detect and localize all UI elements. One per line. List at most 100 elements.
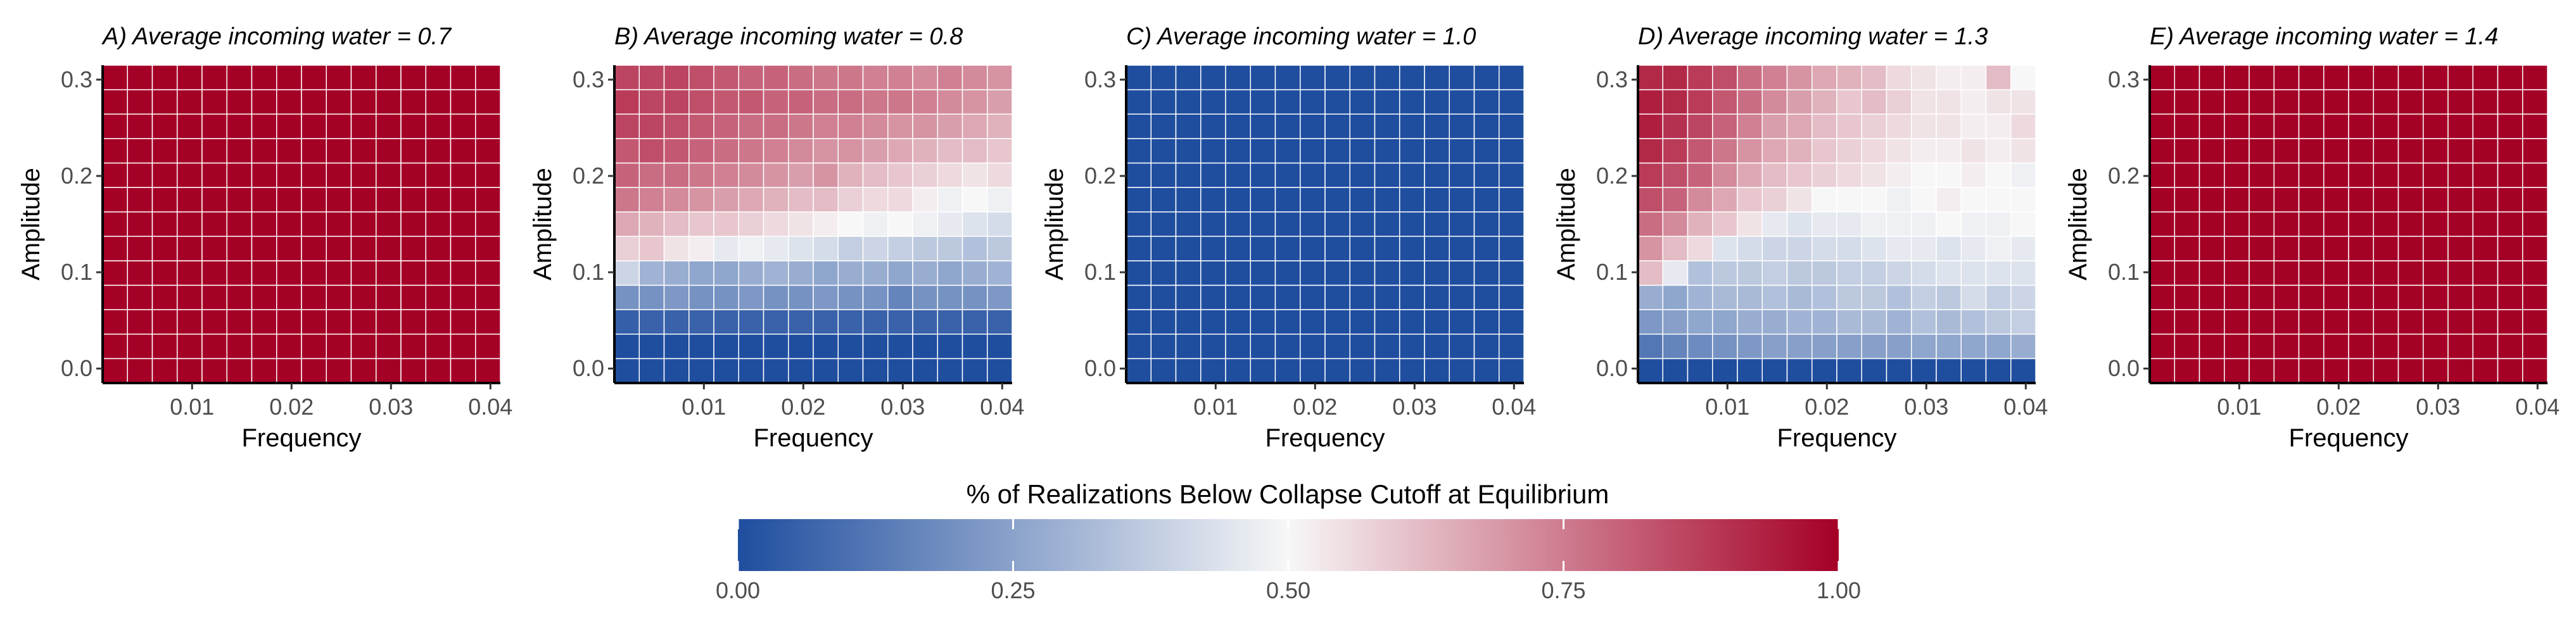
- heatmap-cell: [2149, 89, 2175, 115]
- heatmap-cell: [2249, 211, 2275, 237]
- heatmap-cell: [2348, 138, 2374, 164]
- heatmap-cell: [1985, 138, 2012, 164]
- heatmap-cell: [813, 284, 839, 310]
- heatmap-cell: [2447, 284, 2473, 310]
- heatmap-cell: [400, 284, 426, 310]
- heatmap-cell: [475, 113, 501, 139]
- heatmap-cell: [2373, 260, 2399, 286]
- heatmap-cell: [1911, 113, 1937, 139]
- heatmap-cell: [1985, 334, 2012, 360]
- heatmap-cell: [1499, 138, 1525, 164]
- heatmap-cell: [450, 89, 476, 115]
- heatmap-cell: [1349, 65, 1376, 91]
- heatmap-cell: [837, 236, 864, 261]
- heatmap-cell: [2224, 162, 2250, 188]
- heatmap-cell: [2298, 236, 2325, 261]
- heatmap-cell: [763, 138, 789, 164]
- heatmap-cell: [251, 138, 277, 164]
- heatmap-cell: [226, 334, 253, 360]
- heatmap-cell: [614, 89, 640, 115]
- heatmap-cell: [788, 309, 814, 335]
- heatmap-cell: [251, 284, 277, 310]
- heatmap-cells: [1126, 65, 1525, 384]
- heatmap-cell: [1126, 358, 1152, 384]
- heatmap-cell: [1886, 211, 1912, 237]
- heatmap-cell: [400, 113, 426, 139]
- x-tick-label: 0.03: [369, 394, 413, 420]
- heatmap-cell: [177, 309, 203, 335]
- heatmap-cell: [2348, 334, 2374, 360]
- heatmap-cell: [1399, 187, 1425, 213]
- heatmap-cell: [1300, 65, 1326, 91]
- heatmap-cell: [788, 284, 814, 310]
- heatmap-cell: [1811, 138, 1837, 164]
- heatmap-cell: [2447, 211, 2473, 237]
- heatmap-cell: [1712, 89, 1738, 115]
- heatmap-cell: [1250, 138, 1276, 164]
- heatmap-cell: [2497, 113, 2523, 139]
- heatmap-cell: [1861, 260, 1888, 286]
- heatmap-cell: [862, 162, 889, 188]
- heatmap-cell: [1737, 358, 1763, 384]
- heatmap-cell: [1811, 113, 1837, 139]
- heatmap-cell: [887, 284, 913, 310]
- heatmap-cell: [201, 89, 227, 115]
- heatmap-cell: [2249, 113, 2275, 139]
- heatmap-cell: [127, 260, 153, 286]
- heatmap-cell: [2249, 334, 2275, 360]
- heatmap-cell: [987, 138, 1013, 164]
- heatmap-cell: [425, 260, 452, 286]
- heatmap-cell: [376, 187, 402, 213]
- heatmap-cell: [276, 89, 302, 115]
- heatmap-cell: [813, 187, 839, 213]
- heatmap-cell: [1499, 260, 1525, 286]
- heatmap-cell: [1374, 113, 1400, 139]
- heatmap-cell: [151, 284, 178, 310]
- heatmap-cell: [251, 334, 277, 360]
- heatmap-cell: [102, 358, 128, 384]
- heatmap-cell: [2497, 89, 2523, 115]
- heatmap-cell: [1985, 113, 2012, 139]
- heatmap-cell: [2149, 334, 2175, 360]
- x-tick-label: 0.04: [2003, 394, 2048, 420]
- heatmap-cell: [1936, 334, 1962, 360]
- heatmap-cell: [151, 187, 178, 213]
- heatmap-cell: [425, 358, 452, 384]
- heatmap-cell: [1761, 211, 1788, 237]
- heatmap-cell: [1274, 334, 1301, 360]
- heatmap-cell: [1985, 309, 2012, 335]
- heatmap-cell: [102, 260, 128, 286]
- heatmap-cell: [663, 113, 690, 139]
- heatmap-cell: [350, 162, 377, 188]
- heatmap-cell: [2348, 162, 2374, 188]
- heatmap-cell: [326, 113, 352, 139]
- heatmap-cell: [376, 260, 402, 286]
- heatmap-cell: [276, 162, 302, 188]
- x-tick-label: 0.01: [682, 394, 726, 420]
- heatmap-cell: [1349, 138, 1376, 164]
- heatmap-cell: [251, 236, 277, 261]
- heatmap-cell: [738, 113, 765, 139]
- heatmap-cell: [2373, 162, 2399, 188]
- heatmap-cell: [2447, 187, 2473, 213]
- heatmap-cell: [127, 236, 153, 261]
- heatmap-cell: [1786, 138, 1813, 164]
- heatmap-cell: [2323, 65, 2349, 91]
- heatmap-cell: [1225, 162, 1251, 188]
- heatmap-cell: [1200, 113, 1226, 139]
- heatmap-cell: [1324, 187, 1350, 213]
- heatmap-cell: [738, 89, 765, 115]
- heatmap-cell: [2174, 113, 2200, 139]
- x-tick-label: 0.04: [980, 394, 1024, 420]
- heatmap-cell: [450, 211, 476, 237]
- heatmap-cell: [1761, 236, 1788, 261]
- heatmap-cell: [276, 260, 302, 286]
- heatmap-cell: [1687, 260, 1713, 286]
- heatmap-cell: [1737, 284, 1763, 310]
- heatmap-cell: [2198, 309, 2225, 335]
- heatmap-cell: [713, 65, 739, 91]
- x-tick-label: 0.04: [2515, 394, 2560, 420]
- heatmap-cell: [862, 260, 889, 286]
- heatmap-cell: [763, 187, 789, 213]
- heatmap-cell: [1250, 89, 1276, 115]
